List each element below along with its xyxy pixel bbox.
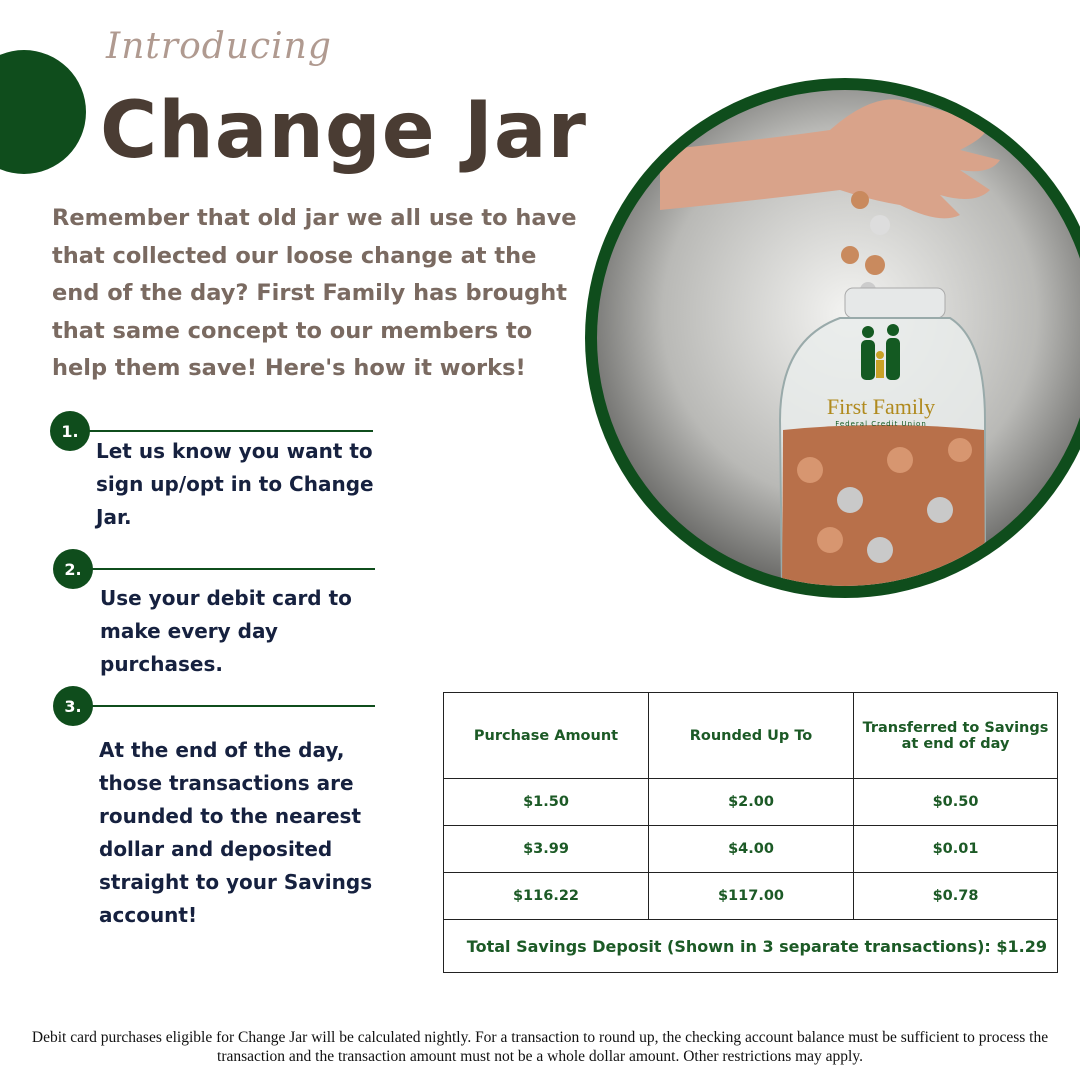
step-rule bbox=[88, 430, 373, 432]
accent-circle bbox=[0, 50, 86, 174]
header-cell: Transferred to Savings at end of day bbox=[853, 692, 1058, 779]
title: Change Jar bbox=[100, 86, 587, 176]
header-cell: Rounded Up To bbox=[648, 692, 854, 779]
cell: $3.99 bbox=[443, 825, 649, 873]
cell: $0.50 bbox=[853, 778, 1058, 826]
intro: Remember that old jar we all use to have… bbox=[52, 205, 577, 381]
footnote: Debit card purchases eligible for Change… bbox=[31, 1029, 1049, 1065]
logo-subtext: Federal Credit Union bbox=[835, 420, 927, 428]
step-number: 1. bbox=[50, 411, 90, 451]
cell: $2.00 bbox=[648, 778, 854, 826]
step-rule bbox=[90, 705, 375, 707]
savings-table: Purchase Amount Rounded Up To Transferre… bbox=[443, 692, 1058, 973]
kicker: Introducing bbox=[106, 26, 332, 67]
cell: $0.78 bbox=[853, 872, 1058, 920]
cell: $0.01 bbox=[853, 825, 1058, 873]
cell: $117.00 bbox=[648, 872, 854, 920]
step-number: 3. bbox=[53, 686, 93, 726]
step-text: At the end of the day, those transaction… bbox=[99, 738, 373, 927]
total-cell: Total Savings Deposit (Shown in 3 separa… bbox=[443, 919, 1058, 973]
header-cell: Purchase Amount bbox=[443, 692, 649, 779]
photo: First Family Federal Credit Union bbox=[597, 90, 1080, 586]
step-text: Let us know you want to sign up/opt in t… bbox=[96, 439, 374, 529]
step-rule bbox=[90, 568, 375, 570]
cell: $116.22 bbox=[443, 872, 649, 920]
step-number: 2. bbox=[53, 549, 93, 589]
logo-text: First Family bbox=[827, 394, 935, 419]
step-text: Use your debit card to make every day pu… bbox=[100, 586, 352, 676]
cell: $4.00 bbox=[648, 825, 854, 873]
cell: $1.50 bbox=[443, 778, 649, 826]
